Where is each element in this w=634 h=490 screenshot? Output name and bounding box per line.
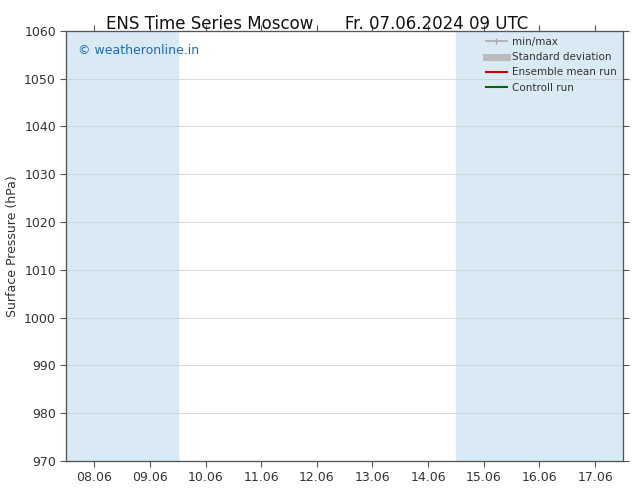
- Y-axis label: Surface Pressure (hPa): Surface Pressure (hPa): [6, 175, 18, 317]
- Text: ENS Time Series Moscow      Fr. 07.06.2024 09 UTC: ENS Time Series Moscow Fr. 07.06.2024 09…: [106, 15, 528, 33]
- Bar: [512, 31, 567, 461]
- Legend: min/max, Standard deviation, Ensemble mean run, Controll run: min/max, Standard deviation, Ensemble me…: [482, 33, 621, 97]
- Text: © weatheronline.in: © weatheronline.in: [77, 44, 198, 57]
- Bar: [456, 31, 512, 461]
- Bar: [122, 31, 178, 461]
- Bar: [67, 31, 122, 461]
- Bar: [567, 31, 623, 461]
